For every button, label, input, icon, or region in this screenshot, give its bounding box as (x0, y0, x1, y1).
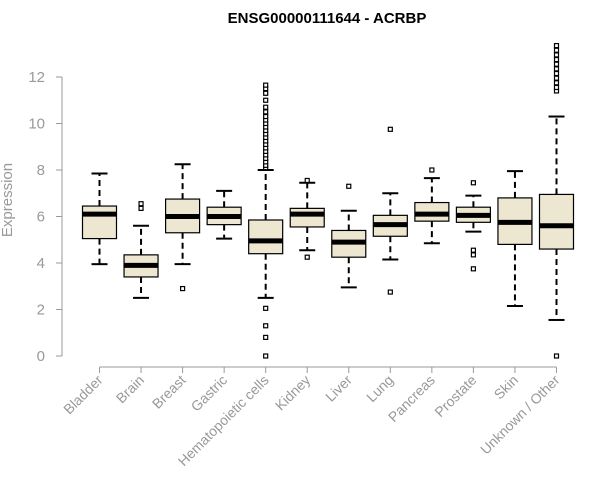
box-iqr (248, 219, 284, 255)
outlier-point (470, 180, 477, 186)
outlier-point (429, 167, 435, 173)
x-tick-label: Liver (322, 372, 355, 405)
y-tick-label: 8 (37, 162, 45, 179)
box-group (248, 82, 284, 359)
outlier-point (553, 47, 560, 53)
outlier-point (553, 75, 560, 81)
y-tick-label: 6 (37, 209, 45, 226)
box-group (289, 177, 325, 260)
outlier-point (553, 70, 560, 77)
box-group (164, 163, 201, 292)
x-tick-label: Kidney (272, 372, 314, 414)
outlier-point (470, 247, 477, 253)
box-group (372, 126, 408, 295)
outlier-point (263, 334, 269, 340)
box-group (206, 189, 242, 240)
box-group (455, 180, 492, 272)
outlier-point (346, 183, 352, 189)
outlier-point (263, 97, 269, 103)
outlier-point (553, 56, 560, 63)
y-tick-label: 12 (28, 69, 45, 86)
outlier-point (553, 84, 560, 91)
box-group (414, 167, 450, 245)
x-tick-label: Brain (113, 372, 147, 406)
x-tick-label: Prostate (431, 372, 479, 420)
outlier-point (387, 126, 393, 132)
outlier-point (470, 252, 477, 258)
outlier-point (304, 177, 310, 184)
box-group (123, 201, 159, 299)
y-tick-label: 10 (28, 116, 45, 133)
outlier-point (553, 353, 560, 359)
y-tick-label: 4 (37, 255, 45, 272)
outlier-point (304, 254, 310, 260)
outlier-point (263, 109, 269, 115)
outlier-point (138, 201, 144, 207)
outlier-point (387, 289, 393, 295)
chart-title: ENSG00000111644 - ACRBP (228, 10, 427, 27)
x-tick-label: Skin (491, 372, 522, 403)
box-iqr (289, 207, 325, 228)
outlier-point (263, 305, 269, 311)
outlier-point (263, 353, 269, 359)
y-axis-label: Expression (0, 163, 16, 237)
box-group (331, 183, 367, 289)
box-group (81, 172, 118, 266)
outlier-point (553, 66, 560, 72)
outlier-point (553, 52, 560, 58)
outlier-point (553, 43, 560, 49)
axes-group: 0 2 4 6 8 10 12 (28, 69, 557, 373)
y-tick-label: 0 (37, 348, 45, 365)
outlier-point (138, 205, 144, 211)
outlier-point (553, 61, 560, 67)
outlier-point (263, 323, 269, 329)
x-tick-label: Lung (363, 372, 396, 405)
outlier-point (553, 80, 560, 86)
outlier-point (263, 113, 269, 120)
box-iqr (81, 205, 118, 240)
outlier-point (470, 266, 477, 272)
outlier-point (179, 285, 186, 292)
box-iqr (538, 193, 575, 250)
box-group (538, 43, 575, 359)
x-tick-label: Breast (149, 372, 189, 412)
outlier-point (263, 82, 269, 88)
outlier-point (263, 90, 269, 96)
y-tick-label: 2 (37, 302, 45, 319)
x-tick-label: Bladder (60, 372, 106, 418)
x-tick-label: Unknown / Other (477, 372, 563, 458)
outlier-point (263, 104, 269, 110)
boxes-group (81, 43, 575, 359)
box-group (497, 170, 533, 308)
